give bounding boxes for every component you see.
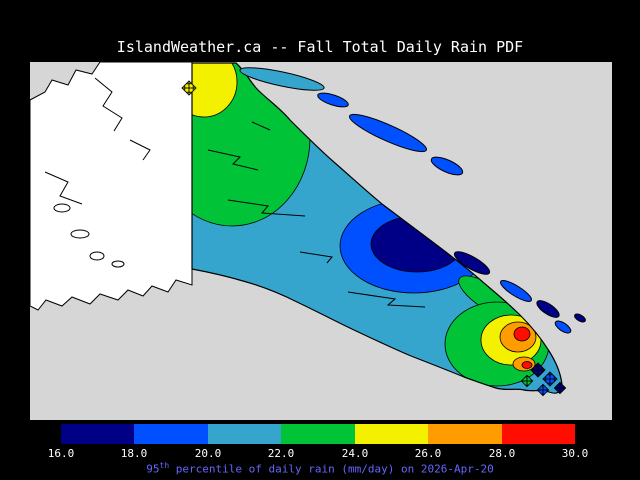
colorbar-tick-label: 26.0 [414,447,442,460]
colorbar-tick-label: 20.0 [194,447,222,460]
colorbar-tick-label: 30.0 [561,447,589,460]
station-hatch-markers [181,80,567,397]
offshore-islands [239,67,586,334]
band-28-30-south-coast [521,361,533,369]
colorbar-segment-26-28 [428,424,502,444]
band-28-30-southeast [513,326,531,342]
mainland-lakes [53,203,125,268]
offshore-island [430,156,464,176]
mainland-no-data-region [29,61,193,311]
offshore-island [453,251,491,275]
colorbar-tick-label: 28.0 [488,447,516,460]
caption-base: 95 [146,462,160,476]
colorbar [61,424,575,444]
caption-rest: percentile of daily rain (mm/day) on 202… [169,462,494,476]
offshore-island [500,280,532,302]
colorbar-segment-28-30 [501,424,575,444]
offshore-island [239,67,325,91]
colorbar-tick-label: 24.0 [341,447,369,460]
colorbar-tick-label: 16.0 [47,447,75,460]
colorbar-segment-22-24 [281,424,355,444]
colorbar-tick-label: 22.0 [267,447,295,460]
offshore-island [348,113,428,153]
offshore-island [574,313,586,323]
colorbar-segment-24-26 [354,424,429,444]
island-data-region [191,62,563,394]
offshore-island [536,300,560,318]
caption-superscript: th [159,461,170,470]
colorbar-segment-18-20 [134,424,208,444]
island-inlets-rivers [207,121,426,308]
page-title: IslandWeather.ca -- Fall Total Daily Rai… [116,38,524,56]
offshore-island [554,320,572,334]
offshore-island [317,92,349,108]
colorbar-segment-20-22 [207,424,282,444]
mainland-coastline-details [44,77,151,205]
colorbar-caption: 95th percentile of daily rain (mm/day) o… [0,461,640,476]
band-24-26-north-tip [192,63,238,118]
colorbar-tick-label: 18.0 [120,447,148,460]
colorbar-segment-16-18 [61,424,135,444]
